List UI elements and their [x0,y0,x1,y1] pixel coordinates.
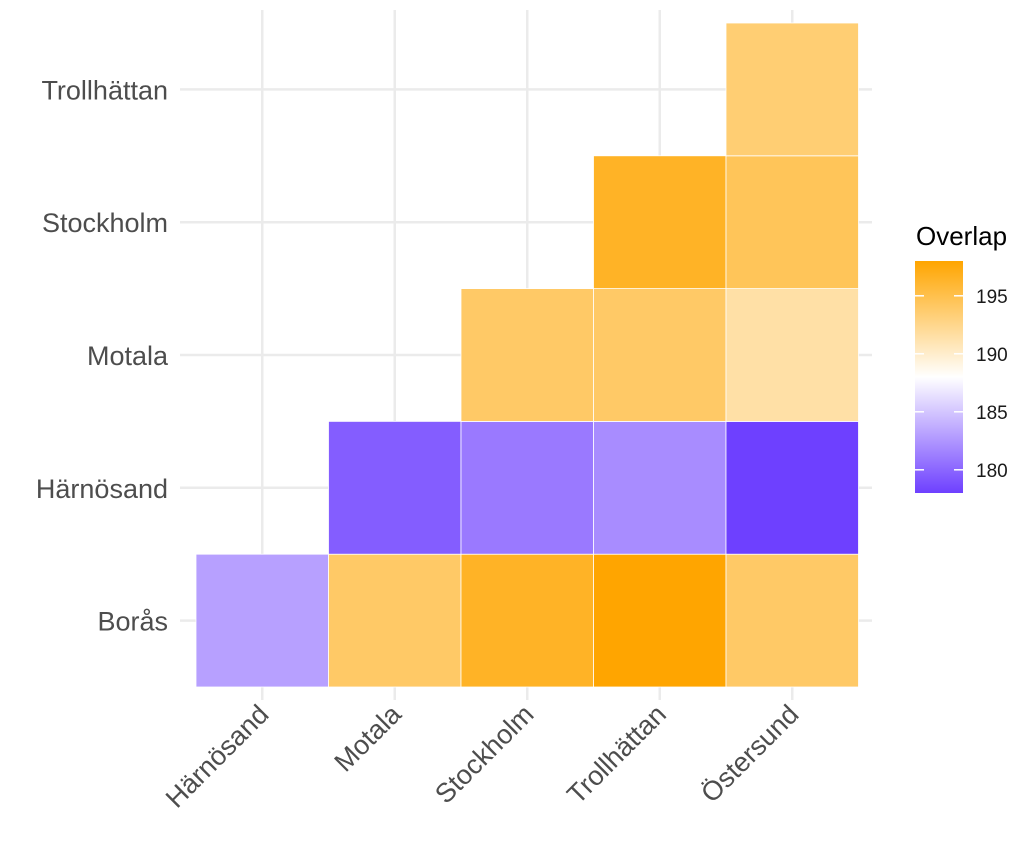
y-tick-label: Stockholm [42,208,168,238]
heatmap-cell [460,288,594,422]
heatmap-cell [593,553,727,688]
heatmap-cells [195,22,859,688]
heatmap-cell [725,155,859,290]
heatmap-cell [593,155,727,290]
y-tick-label: Motala [87,341,169,371]
heatmap-cell [725,22,859,157]
legend-tick-label: 190 [976,345,1008,366]
x-tick-label: Härnösand [160,699,275,814]
x-tick-label: Trollhättan [561,699,672,810]
heatmap-cell [460,420,594,555]
heatmap-cell [725,288,859,422]
x-axis-labels: Härnösand Motala Stockholm Trollhättan Öster… [160,698,805,813]
y-tick-label: Härnösand [36,474,168,504]
legend-ticks: 195 190 185 180 [915,287,1008,482]
heatmap-cell [195,553,329,688]
heatmap-cell [460,553,594,688]
heatmap-cell [593,288,727,422]
heatmap-cell [725,553,859,688]
y-tick-label: Trollhättan [41,75,168,105]
heatmap-cell [725,420,859,555]
y-tick-label: Borås [97,607,168,637]
x-tick-label: Östersund [695,699,804,808]
legend-colorbar [915,261,963,493]
y-axis-labels: Borås Härnösand Motala Stockholm Trollhättan [36,75,169,636]
legend-tick-label: 185 [976,403,1008,424]
legend-tick-label: 195 [976,287,1008,308]
legend-title: Overlap [916,221,1007,251]
x-tick-label: Motala [328,698,407,777]
x-tick-label: Stockholm [429,699,539,809]
heatmap-cell [593,420,727,555]
heatmap-cell [328,420,462,555]
heatmap-cell [328,553,462,688]
legend: Overlap 195 190 185 180 [915,221,1008,493]
legend-tick-label: 180 [976,461,1008,482]
